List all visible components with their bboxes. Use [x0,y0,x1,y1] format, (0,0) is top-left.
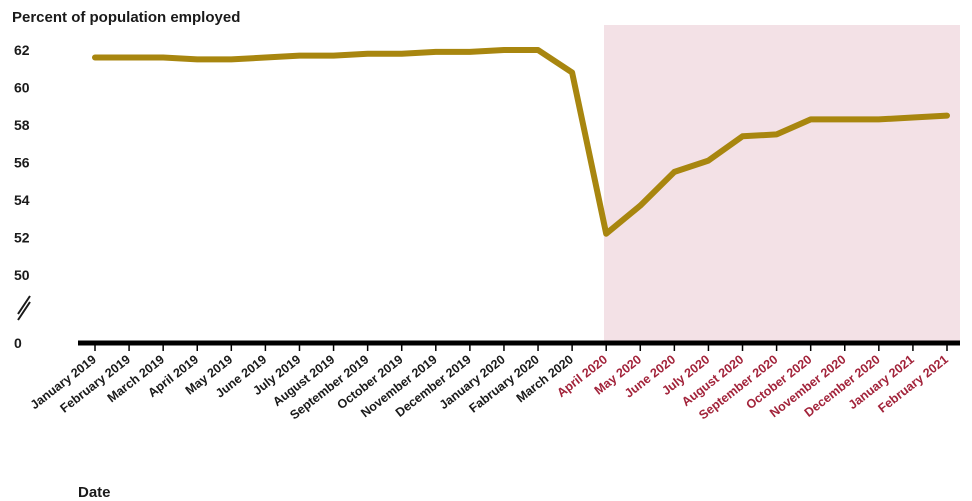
pandemic-highlight-band [604,25,960,343]
y-tick-label: 62 [14,42,30,58]
axis-break-stroke [17,301,31,321]
x-axis-title: Date [78,484,111,501]
y-tick-label: 54 [14,192,30,208]
y-tick-label: 56 [14,155,30,171]
y-tick-label: 58 [14,117,30,133]
y-axis-title: Percent of population employed [12,9,240,26]
x-axis-ticks [94,343,948,351]
y-axis-ticks: 62 60 58 56 54 52 50 0 [14,42,30,351]
y-tick-label: 50 [14,267,30,283]
y-axis-break-icon [17,295,31,321]
axis-break-stroke [17,295,31,315]
series-line [92,47,950,237]
y-tick-label: 52 [14,230,30,246]
y-tick-label: 0 [14,335,22,351]
y-tick-label: 60 [14,80,30,96]
